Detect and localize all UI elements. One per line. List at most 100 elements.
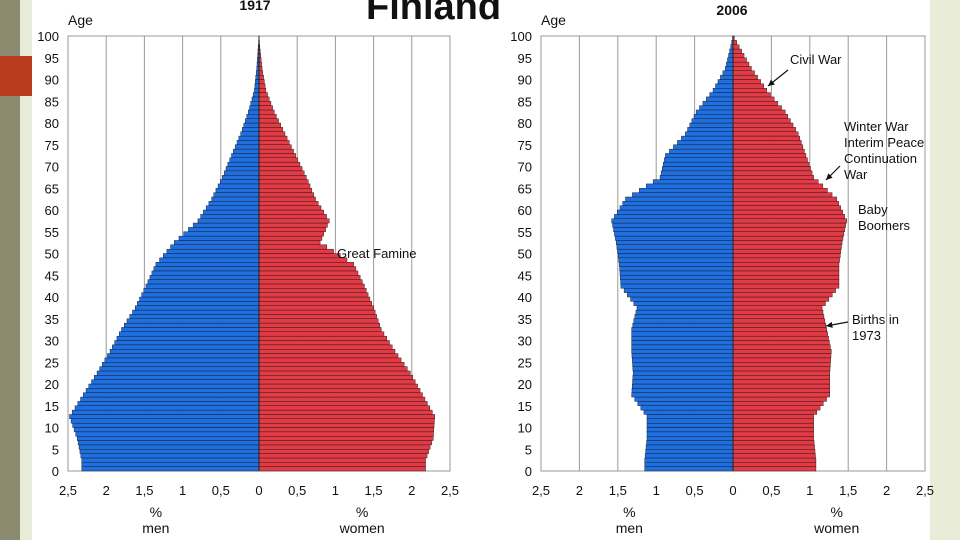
bar-women xyxy=(258,183,311,189)
bar-men xyxy=(631,353,734,359)
bar-women xyxy=(258,105,273,111)
bar-women xyxy=(258,87,267,93)
bar-women xyxy=(732,109,786,115)
bar-men xyxy=(250,101,260,106)
bar-women xyxy=(732,440,815,446)
y-tick-label: 95 xyxy=(518,51,532,66)
bar-men xyxy=(643,409,734,415)
bar-men xyxy=(166,248,260,254)
bar-men xyxy=(73,427,260,433)
y-tick-label: 15 xyxy=(45,399,59,414)
bar-women xyxy=(732,188,828,193)
bar-women xyxy=(732,370,830,376)
bar-women xyxy=(732,396,827,402)
bar-men xyxy=(112,344,260,350)
bar-women xyxy=(732,48,742,54)
bar-women xyxy=(732,222,846,228)
bar-men xyxy=(238,135,260,141)
x-tick-label: 2,5 xyxy=(441,483,459,498)
bar-women xyxy=(258,74,264,80)
bar-men xyxy=(88,383,260,389)
bar-men xyxy=(249,105,260,111)
annotation-label: Winter War xyxy=(844,119,909,134)
bar-women xyxy=(258,305,374,311)
bar-men xyxy=(217,183,260,189)
bar-men xyxy=(618,257,734,263)
bar-women xyxy=(258,240,321,245)
bar-men xyxy=(664,157,734,163)
bar-women xyxy=(258,92,268,98)
x-axis-title-women: % xyxy=(356,504,368,520)
x-axis-title-men: men xyxy=(142,520,169,536)
bar-men xyxy=(114,340,260,346)
bar-men xyxy=(636,305,734,311)
bar-women xyxy=(732,405,821,411)
bar-women xyxy=(258,327,382,333)
bar-men xyxy=(712,87,734,93)
bar-men xyxy=(646,422,734,428)
bar-men xyxy=(631,331,734,337)
bar-women xyxy=(258,157,299,163)
bar-men xyxy=(81,466,260,472)
bar-women xyxy=(258,257,348,263)
bar-men xyxy=(178,235,260,241)
bar-women xyxy=(732,87,767,93)
x-axis-title-men: men xyxy=(616,520,643,536)
bar-women xyxy=(732,240,843,245)
bar-men xyxy=(149,275,260,280)
annotation-label: Baby xyxy=(858,202,888,217)
bar-men xyxy=(205,205,260,211)
right-margin-bar xyxy=(930,0,960,540)
bar-women xyxy=(732,83,764,89)
bar-women xyxy=(258,405,431,411)
bar-women xyxy=(732,427,814,433)
bar-women xyxy=(732,466,817,472)
y-tick-label: 55 xyxy=(518,225,532,240)
bar-women xyxy=(732,192,833,198)
y-tick-label: 5 xyxy=(52,442,59,457)
bar-men xyxy=(200,214,260,219)
bar-men xyxy=(240,131,260,137)
bar-women xyxy=(258,109,275,115)
bar-women xyxy=(258,322,380,328)
bar-men xyxy=(251,96,260,102)
bar-women xyxy=(258,309,376,315)
bar-men xyxy=(631,392,734,398)
bar-women xyxy=(258,392,423,398)
y-tick-label: 35 xyxy=(45,312,59,327)
bar-women xyxy=(258,188,313,193)
y-axis-title: Age xyxy=(68,12,93,28)
bar-men xyxy=(248,109,260,115)
bar-men xyxy=(236,140,260,145)
bar-women xyxy=(732,70,755,76)
bar-women xyxy=(732,253,841,259)
bar-men xyxy=(231,153,260,158)
bar-women xyxy=(258,301,372,306)
y-tick-label: 15 xyxy=(518,399,532,414)
bar-women xyxy=(258,383,418,389)
bar-women xyxy=(258,170,305,176)
bar-women xyxy=(732,414,814,420)
bar-men xyxy=(644,462,734,467)
bar-women xyxy=(732,318,826,324)
bar-men xyxy=(246,114,260,119)
bar-men xyxy=(632,362,734,367)
bar-men xyxy=(208,201,260,206)
bar-women xyxy=(732,362,831,367)
bar-men xyxy=(677,140,734,145)
bar-men xyxy=(630,296,734,302)
bar-men xyxy=(620,283,734,289)
bar-men xyxy=(627,292,734,298)
bar-men xyxy=(227,161,260,167)
bar-women xyxy=(732,388,830,393)
bar-men xyxy=(192,222,260,228)
annotation-arrowhead xyxy=(826,173,833,180)
bar-women xyxy=(732,201,839,206)
bar-women xyxy=(732,101,779,106)
y-tick-label: 90 xyxy=(45,73,59,88)
bar-men xyxy=(632,322,734,328)
bar-women xyxy=(732,366,831,372)
bar-women xyxy=(258,144,292,150)
bar-women xyxy=(258,270,359,276)
